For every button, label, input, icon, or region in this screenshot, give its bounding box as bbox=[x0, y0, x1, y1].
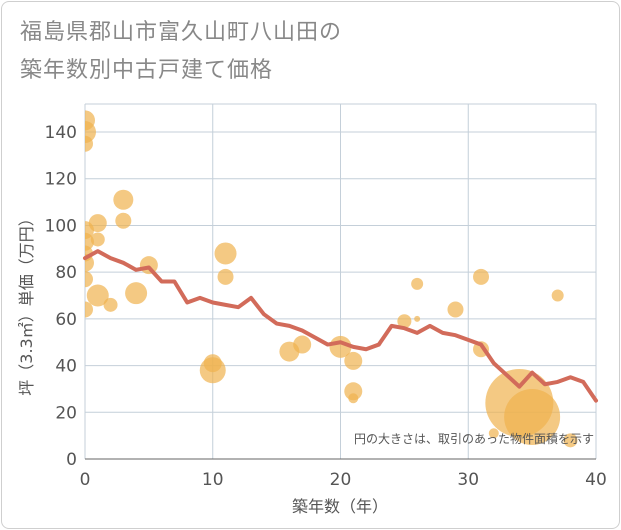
bubble-point bbox=[115, 212, 132, 229]
bubble-point bbox=[85, 301, 93, 318]
y-tick-label: 140 bbox=[45, 123, 77, 143]
average-line-layer bbox=[83, 249, 598, 403]
bubble-point bbox=[473, 268, 490, 285]
bubble-point bbox=[488, 428, 499, 439]
bubble-point bbox=[125, 282, 148, 305]
bubble-point bbox=[293, 335, 312, 354]
y-tick-label: 120 bbox=[45, 170, 77, 190]
chart-title-line-2: 築年数別中古戸建て価格 bbox=[20, 58, 274, 83]
bubble-point bbox=[447, 301, 464, 318]
bubble-point bbox=[344, 351, 363, 370]
y-tick-label: 20 bbox=[55, 403, 77, 423]
bubble-point bbox=[504, 388, 561, 445]
axes: 0 10 20 30 40 0 20 40 60 80 100 120 140 bbox=[45, 123, 607, 490]
chart-title-line-1: 福島県郡山市富久山町八山田の bbox=[20, 20, 343, 45]
y-tick-label: 40 bbox=[55, 357, 77, 377]
bubble-point bbox=[113, 189, 134, 210]
bubble-point bbox=[214, 242, 237, 265]
bubble-point bbox=[411, 277, 424, 290]
x-tick-label: 0 bbox=[80, 470, 91, 490]
x-tick-label: 10 bbox=[202, 470, 224, 490]
bubble-point bbox=[397, 314, 412, 329]
bubble-point bbox=[103, 297, 118, 312]
chart-title: 福島県郡山市富久山町八山田の 築年数別中古戸建て価格 bbox=[20, 14, 342, 90]
y-tick-label: 80 bbox=[55, 263, 77, 283]
y-axis-title: 坪（3.3㎡）単価（万円） bbox=[17, 210, 36, 395]
bubble-point bbox=[414, 315, 421, 322]
size-note: 円の大きさは、取引のあった物件面積を示す bbox=[354, 431, 594, 446]
bubble-point bbox=[90, 232, 105, 247]
x-tick-label: 40 bbox=[585, 470, 607, 490]
bubble-point bbox=[85, 135, 93, 152]
y-tick-label: 60 bbox=[55, 310, 77, 330]
bubble-point bbox=[86, 284, 109, 307]
bubble-point bbox=[85, 271, 93, 288]
bubble-point bbox=[199, 357, 226, 384]
axis-labels: 築年数（年） 坪（3.3㎡）単価（万円） 円の大きさは、取引のあった物件面積を示… bbox=[17, 210, 594, 516]
x-tick-label: 30 bbox=[457, 470, 479, 490]
bubble-point bbox=[563, 433, 578, 448]
x-tick-label: 20 bbox=[330, 470, 352, 490]
bubble-point bbox=[217, 268, 234, 285]
bubble-point bbox=[551, 289, 564, 302]
y-tick-label: 0 bbox=[66, 450, 77, 470]
x-axis-title: 築年数（年） bbox=[292, 497, 388, 516]
average-price-line bbox=[83, 249, 598, 403]
y-tick-label: 100 bbox=[45, 216, 77, 236]
bubble-point bbox=[344, 382, 363, 401]
bubble-point bbox=[88, 214, 107, 233]
bubble-point bbox=[348, 393, 359, 404]
